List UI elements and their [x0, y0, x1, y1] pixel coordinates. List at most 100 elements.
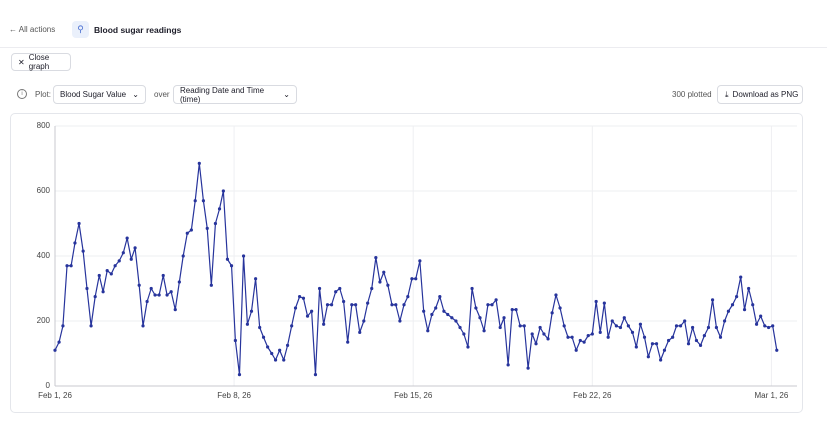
data-point: [225, 257, 230, 261]
data-point: [258, 325, 262, 330]
data-point: [678, 324, 683, 328]
info-icon[interactable]: i: [17, 89, 27, 99]
data-point: [454, 319, 458, 323]
data-point: [205, 226, 209, 230]
y-field-text: Blood Sugar Value: [60, 90, 127, 99]
data-point: [771, 324, 775, 328]
data-point: [502, 316, 506, 320]
data-point: [414, 277, 418, 281]
data-point: [93, 295, 97, 299]
data-point: [113, 264, 117, 268]
data-point: [666, 338, 671, 343]
data-point: [426, 329, 430, 333]
data-point: [229, 264, 234, 268]
data-point: [718, 335, 723, 339]
data-point: [53, 348, 57, 352]
y-field-select[interactable]: Blood Sugar Value ⌄: [53, 85, 146, 104]
back-link[interactable]: ← All actions: [9, 25, 56, 34]
data-point: [582, 340, 586, 344]
data-point: [61, 324, 65, 328]
data-point: [169, 290, 173, 294]
data-point: [726, 309, 731, 313]
x-tick-label: Feb 15, 26: [394, 391, 433, 400]
data-point: [602, 301, 606, 305]
data-point: [165, 293, 169, 297]
data-point: [482, 329, 486, 333]
data-point: [189, 228, 193, 232]
data-point: [702, 334, 706, 338]
data-point: [598, 330, 602, 334]
data-point: [566, 335, 570, 339]
data-point: [574, 348, 578, 352]
data-point: [305, 314, 310, 318]
title-icon: ⚲: [72, 21, 89, 38]
data-point: [317, 286, 322, 291]
x-tick-label: Mar 1, 26: [755, 391, 789, 400]
data-point: [233, 338, 237, 343]
data-point: [301, 296, 306, 300]
data-point: [57, 340, 61, 344]
data-point: [185, 231, 189, 235]
data-point: [630, 330, 635, 334]
data-point: [89, 324, 93, 328]
data-point: [121, 251, 125, 255]
plot-label: Plot:: [35, 90, 52, 99]
y-tick-label: 600: [37, 186, 51, 195]
data-point: [554, 293, 558, 297]
data-point: [518, 324, 522, 328]
download-button[interactable]: ⤓ Download as PNG: [717, 85, 803, 104]
data-point: [590, 332, 594, 336]
x-tick-label: Feb 8, 26: [217, 391, 251, 400]
data-point: [638, 322, 643, 326]
download-text: Download as PNG: [732, 90, 799, 99]
data-point: [671, 335, 675, 339]
data-point: [478, 316, 482, 320]
y-tick-label: 800: [37, 121, 51, 130]
data-point: [157, 293, 161, 297]
data-point: [730, 303, 735, 307]
data-point: [358, 330, 362, 334]
data-point: [322, 322, 326, 326]
back-text: All actions: [18, 25, 56, 34]
data-point: [642, 335, 647, 339]
data-point: [386, 283, 390, 287]
data-point: [759, 314, 763, 318]
data-point: [273, 358, 278, 362]
data-point: [618, 325, 623, 330]
data-line: [54, 162, 778, 376]
data-point: [141, 324, 145, 328]
data-point: [181, 254, 185, 258]
data-point: [706, 325, 711, 330]
data-point: [310, 309, 314, 313]
data-point: [370, 286, 374, 291]
data-point: [766, 325, 771, 330]
data-point: [522, 324, 526, 328]
data-point: [622, 316, 626, 320]
data-point: [117, 259, 121, 263]
data-point: [402, 303, 406, 307]
data-point: [514, 308, 518, 312]
data-point: [686, 342, 691, 346]
data-point: [446, 312, 450, 317]
data-point: [674, 324, 679, 328]
data-point: [506, 363, 510, 367]
data-point: [129, 257, 133, 261]
data-point: [754, 322, 759, 326]
data-point: [334, 290, 338, 294]
close-graph-button[interactable]: ✕ Close graph: [11, 53, 71, 71]
data-point: [350, 303, 354, 307]
data-point: [109, 272, 113, 276]
data-point: [85, 286, 89, 291]
data-point: [201, 199, 205, 203]
data-point: [526, 366, 530, 370]
data-point: [366, 301, 370, 305]
data-point: [298, 295, 302, 299]
data-point: [546, 337, 550, 341]
data-point: [434, 306, 438, 310]
data-point: [498, 325, 502, 330]
x-field-select[interactable]: Reading Date and Time (time) ⌄: [173, 85, 297, 104]
data-point: [145, 299, 149, 304]
data-point: [266, 345, 270, 349]
data-point: [430, 312, 434, 317]
